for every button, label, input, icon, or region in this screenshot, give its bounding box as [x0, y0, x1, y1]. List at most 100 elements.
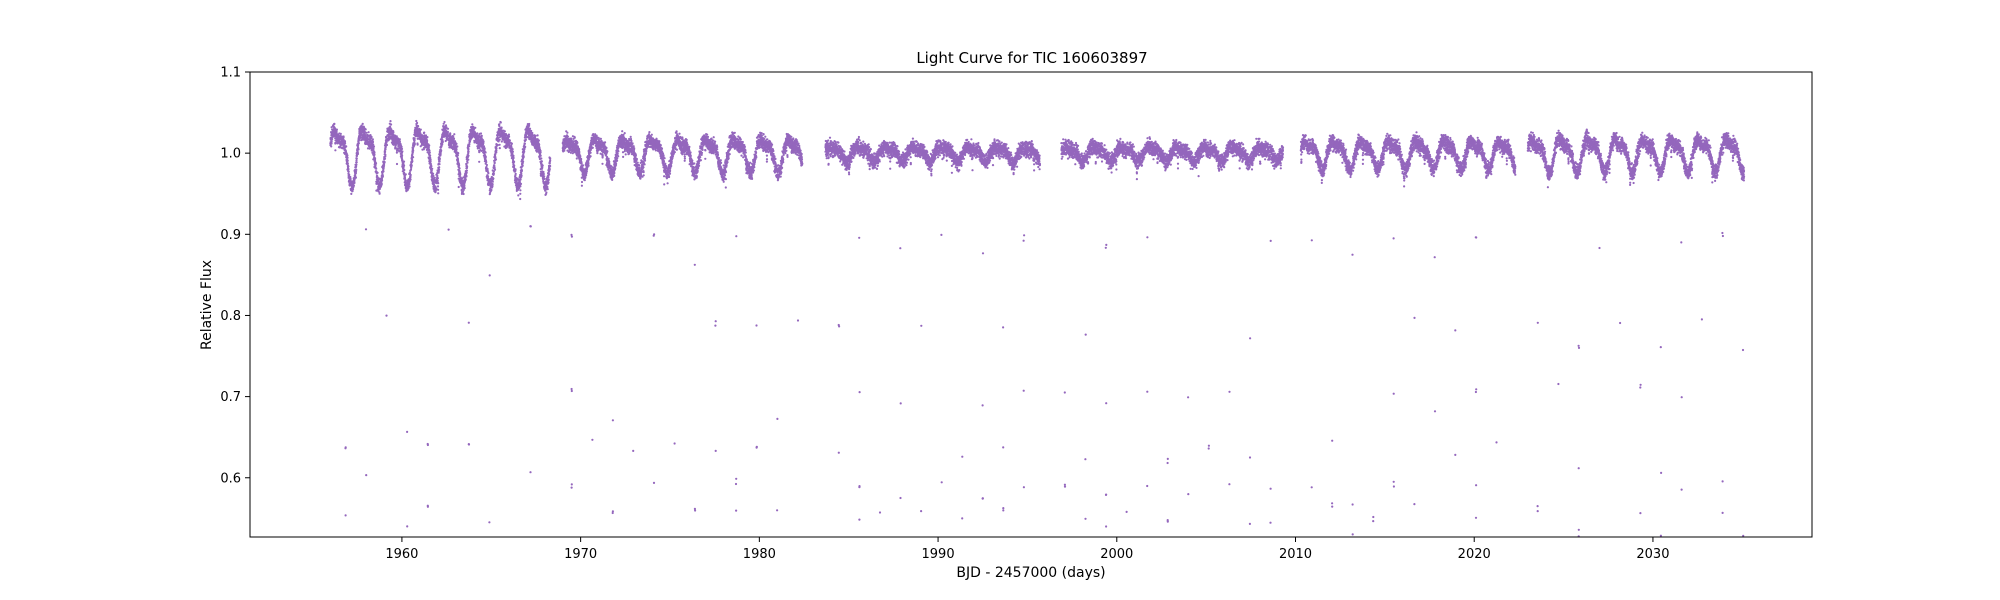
data-point [484, 155, 487, 158]
data-point [580, 180, 584, 184]
data-point [364, 228, 368, 231]
data-point [616, 159, 619, 162]
data-point [426, 136, 429, 139]
data-point [406, 525, 409, 528]
data-point [539, 151, 542, 154]
data-point [433, 176, 436, 179]
data-point [476, 132, 479, 135]
data-point [580, 162, 583, 165]
data-point [444, 124, 448, 127]
data-point [367, 131, 370, 134]
data-point [403, 168, 406, 172]
data-point [438, 168, 441, 171]
data-point [638, 166, 641, 169]
data-point [498, 125, 501, 128]
data-point [519, 182, 523, 185]
data-point [408, 185, 411, 188]
data-point [432, 172, 435, 175]
data-point [632, 449, 635, 452]
data-point [334, 141, 337, 144]
data-point [369, 134, 372, 137]
data-point [384, 148, 387, 151]
data-point [380, 179, 384, 182]
data-point [585, 170, 588, 173]
data-point [689, 151, 692, 154]
data-point [547, 176, 550, 179]
data-point [510, 142, 513, 145]
data-point [540, 157, 543, 160]
data-point [436, 177, 439, 180]
data-point [371, 140, 375, 143]
data-point [339, 132, 342, 135]
data-point [467, 321, 470, 324]
data-point [346, 156, 349, 159]
data-point [417, 125, 420, 128]
data-point [330, 145, 333, 148]
data-point [356, 152, 359, 156]
data-point [465, 169, 468, 172]
data-point [361, 122, 364, 125]
data-point [409, 176, 412, 179]
data-point [591, 146, 594, 149]
data-point [467, 150, 470, 153]
data-point [375, 167, 378, 170]
data-point [531, 131, 534, 135]
data-point [463, 184, 466, 187]
data-point [401, 154, 404, 157]
data-point [438, 166, 441, 169]
data-point [578, 148, 581, 151]
data-point [343, 140, 347, 143]
data-point [462, 192, 465, 196]
data-point [566, 135, 570, 138]
data-point [673, 442, 676, 445]
data-point [605, 146, 608, 149]
data-point [381, 174, 384, 177]
data-point [698, 164, 701, 167]
data-point [366, 147, 370, 150]
data-point [700, 153, 703, 156]
data-point [566, 131, 569, 134]
data-point [699, 156, 702, 159]
data-point [519, 197, 522, 201]
data-point [648, 131, 651, 134]
data-point [353, 181, 356, 184]
data-point [438, 160, 441, 163]
data-point [642, 174, 645, 177]
data-point [536, 134, 539, 137]
data-point [487, 175, 490, 178]
data-point [512, 154, 515, 157]
data-point [542, 172, 545, 176]
data-point [384, 150, 387, 153]
data-point [452, 135, 455, 138]
data-point [695, 175, 699, 178]
data-point [493, 168, 497, 171]
data-points [329, 119, 1746, 538]
data-point [580, 158, 583, 161]
data-point [429, 158, 432, 161]
data-point [675, 148, 679, 151]
data-point [537, 139, 541, 142]
data-point [431, 167, 434, 170]
data-point [456, 154, 459, 157]
data-point [346, 159, 349, 162]
data-point [668, 172, 672, 175]
data-point [521, 164, 524, 167]
data-point [693, 162, 696, 165]
data-point [503, 130, 506, 133]
data-point [520, 174, 523, 177]
data-point [617, 146, 620, 150]
data-point [331, 138, 334, 141]
data-point [570, 486, 573, 489]
data-point [333, 122, 336, 125]
data-point [546, 185, 549, 188]
data-point [529, 471, 532, 474]
data-point [663, 175, 666, 178]
data-point [479, 132, 483, 135]
data-point [683, 153, 686, 156]
data-point [350, 192, 353, 195]
data-point [403, 164, 406, 167]
data-point [485, 163, 488, 167]
data-point [467, 147, 470, 151]
data-point [624, 153, 627, 156]
data-point [495, 149, 498, 152]
